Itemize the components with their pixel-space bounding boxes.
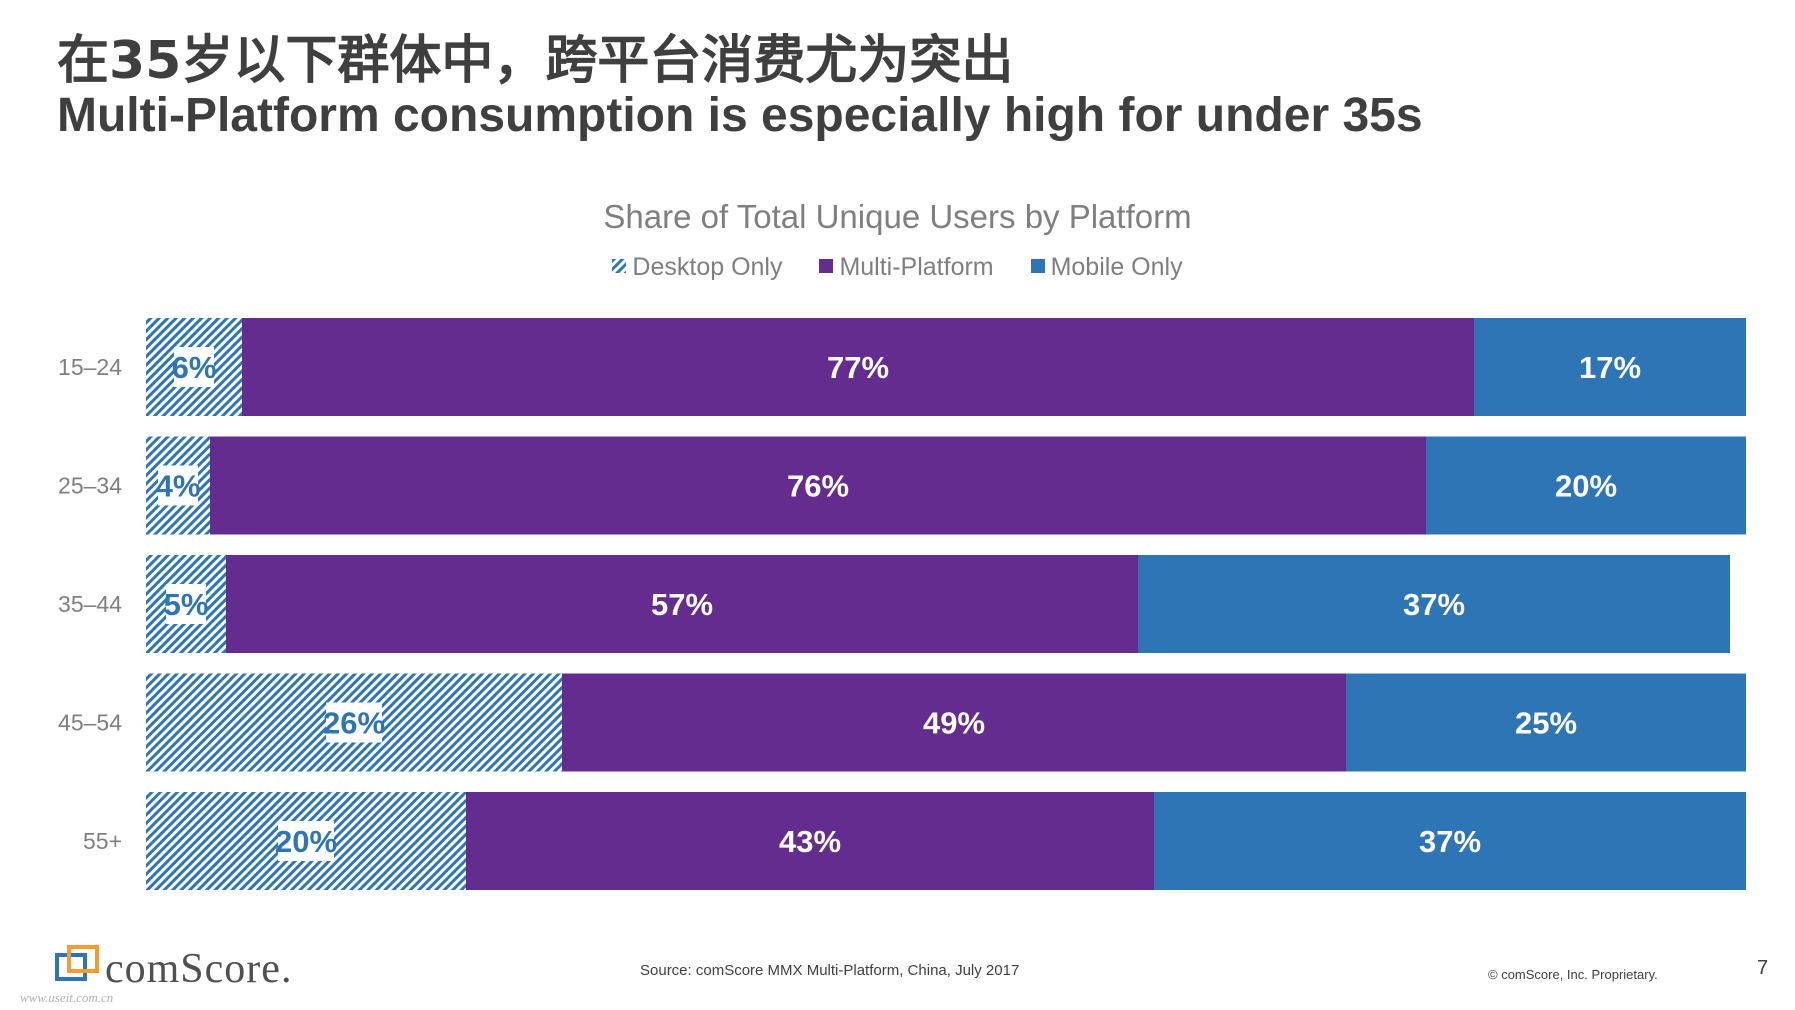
watermark: www.useit.com.cn <box>20 990 114 1005</box>
bar-segment <box>242 318 1474 416</box>
y-tick-label: 35–44 <box>58 591 122 617</box>
comscore-logo-icon <box>55 945 101 992</box>
bar-segment <box>1346 673 1746 772</box>
data-label: 20% <box>275 824 337 859</box>
data-label: 76% <box>787 469 849 504</box>
chart-title: Share of Total Unique Users by Platform <box>603 198 1192 235</box>
bar-segment <box>562 673 1346 772</box>
data-label: 43% <box>779 824 841 859</box>
data-label: 6% <box>172 350 217 385</box>
legend-item-multi-platform: Multi-Platform <box>819 253 994 282</box>
data-label-background <box>158 465 198 506</box>
bar-segment <box>1154 792 1746 890</box>
legend-item-desktop-only: Desktop Only <box>612 253 782 282</box>
y-tick-label: 25–34 <box>58 473 122 499</box>
legend-swatch-desktop-only <box>612 259 627 274</box>
bar-segment <box>1138 555 1730 653</box>
legend-swatch-mobile-only <box>1030 259 1045 274</box>
data-label: 25% <box>1515 706 1577 741</box>
bar-segment <box>466 792 1154 890</box>
legend-item-mobile-only: Mobile Only <box>1030 253 1183 282</box>
y-tick-label: 15–24 <box>58 354 122 380</box>
legend-swatch-multi-platform <box>819 259 834 274</box>
bar-segment <box>226 555 1138 653</box>
data-label: 37% <box>1419 824 1481 859</box>
page-title-english: Multi-Platform consumption is especially… <box>57 89 1423 142</box>
data-label: 20% <box>1555 469 1617 504</box>
chart-legend: Desktop Only Multi-Platform Mobile Only <box>0 253 1795 282</box>
bar-segment <box>1474 318 1746 416</box>
data-label-background <box>278 821 334 861</box>
data-label: 4% <box>156 469 201 504</box>
source-note: Source: comScore MMX Multi-Platform, Chi… <box>640 962 1020 979</box>
comscore-logo-text: comScore. <box>105 946 293 992</box>
data-label: 57% <box>651 587 713 622</box>
data-label-background <box>174 347 214 387</box>
data-label: 5% <box>164 587 209 622</box>
copyright-note: © comScore, Inc. Proprietary. <box>1488 967 1658 982</box>
legend-label-mobile-only: Mobile Only <box>1050 253 1183 281</box>
page-title-chinese: 在35岁以下群体中，跨平台消费尤为突出 <box>57 31 1014 91</box>
data-label-background <box>326 702 382 743</box>
bar-segment <box>1426 436 1746 535</box>
data-label: 26% <box>323 706 385 741</box>
data-label: 49% <box>923 706 985 741</box>
y-tick-label: 45–54 <box>58 710 122 736</box>
data-label-background <box>166 584 206 624</box>
data-label: 17% <box>1579 350 1641 385</box>
data-label: 77% <box>827 350 889 385</box>
legend-label-multi-platform: Multi-Platform <box>839 253 994 281</box>
page-number: 7 <box>1757 957 1769 979</box>
data-label: 37% <box>1403 587 1465 622</box>
legend-label-desktop-only: Desktop Only <box>632 253 783 281</box>
y-tick-label: 55+ <box>83 828 122 854</box>
bar-segment <box>210 436 1426 535</box>
